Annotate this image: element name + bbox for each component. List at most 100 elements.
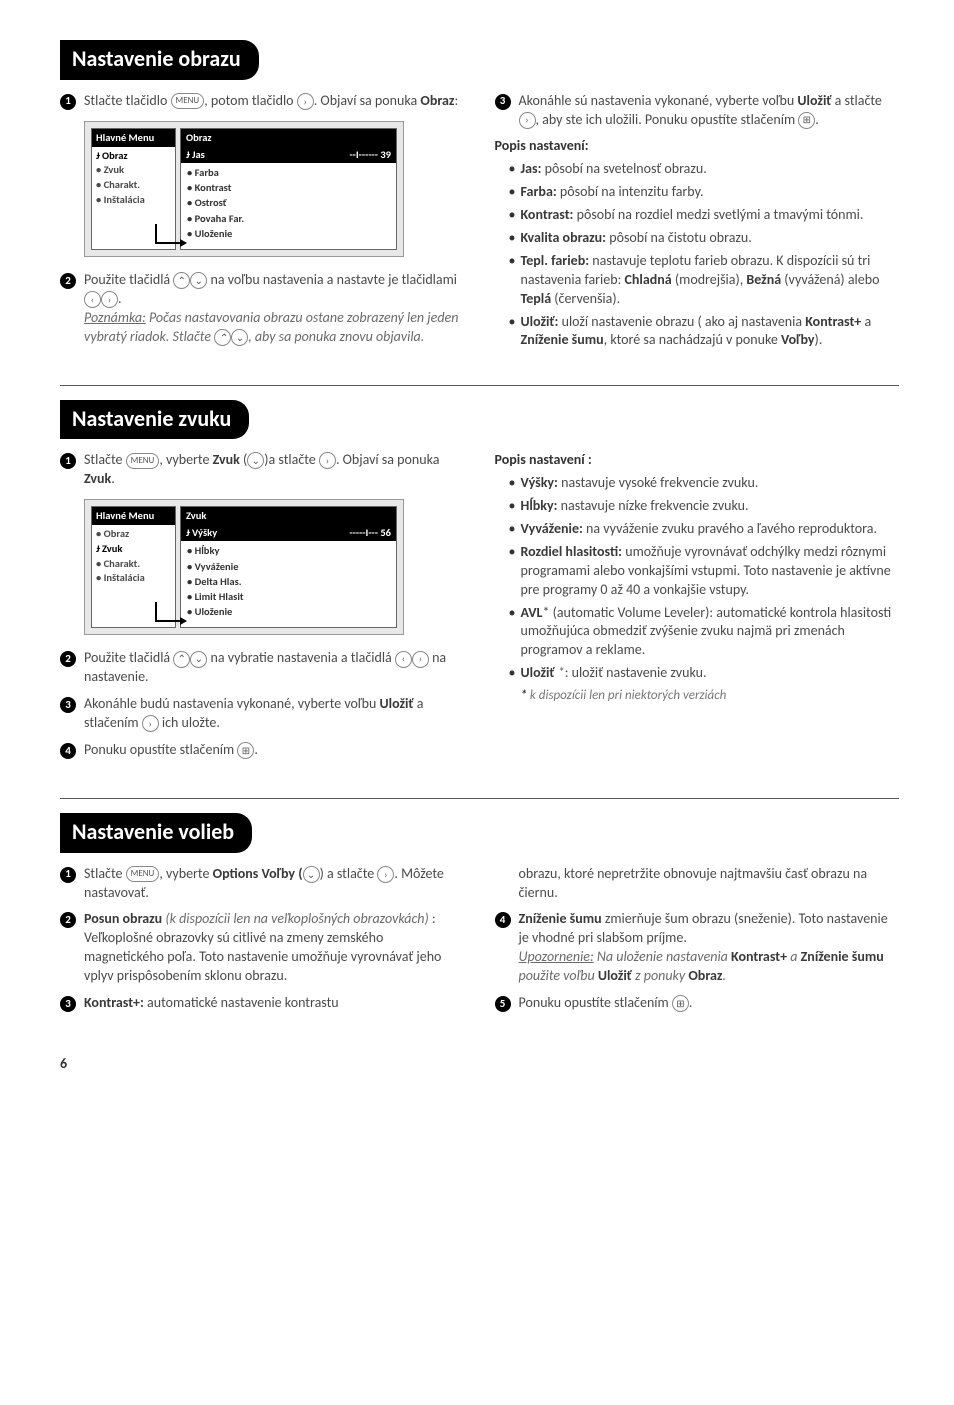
step-badge: 4 xyxy=(60,743,76,759)
text: Stlačte xyxy=(84,451,126,468)
options-step-2: 2 Posun obrazu (k dispozícii len na veľk… xyxy=(60,910,465,986)
section-image: Nastavenie obrazu 1 Stlačte tlačidlo MEN… xyxy=(60,40,899,355)
menu-item: • Charakt. xyxy=(96,557,171,572)
text: (červenšia). xyxy=(551,290,620,307)
text: nastavuje nízke frekvencie zvuku. xyxy=(558,497,749,514)
right-icon: › xyxy=(412,651,429,668)
text: . Objaví sa ponuka xyxy=(336,451,439,468)
text: z ponuky xyxy=(632,967,688,984)
label: Vyváženie: xyxy=(521,520,583,537)
label: AVL xyxy=(521,604,543,621)
menu-icon: MENU xyxy=(126,453,160,469)
text: . xyxy=(254,741,258,758)
text: pôsobí na intenzitu farby. xyxy=(557,183,704,200)
text: Stlačte xyxy=(84,865,126,882)
text: a stlačte xyxy=(835,92,882,109)
section-options: Nastavenie volieb 1 Stlačte MENU, vybert… xyxy=(60,813,899,1021)
text: Použite tlačidlá xyxy=(84,271,173,288)
menu-item: Ɉ Obraz xyxy=(96,149,171,164)
menu-icon: MENU xyxy=(126,866,160,882)
text: , potom tlačidlo xyxy=(204,92,297,109)
sound-step-2: 2 Použite tlačidlá ⌃⌄ na vybratie nastav… xyxy=(60,649,465,687)
text: ich uložte. xyxy=(159,714,220,731)
divider xyxy=(60,385,899,386)
text: pôsobí na svetelnosť obrazu. xyxy=(542,160,707,177)
step-badge: 1 xyxy=(60,867,76,883)
text: pôsobí na čistotu obrazu. xyxy=(606,229,752,246)
text: (vyvážená) alebo xyxy=(781,271,879,288)
note-label: Poznámka: xyxy=(84,309,146,326)
text: pôsobí na rozdiel medzi svetlými a tmavý… xyxy=(573,206,863,223)
menu-selected: Ɉ Výšky xyxy=(186,526,217,540)
text: )a stlačte xyxy=(264,451,319,468)
text: , vyberte xyxy=(159,451,212,468)
label: Posun obrazu xyxy=(84,910,165,927)
right-icon: › xyxy=(519,112,536,129)
menu-item: • Inštalácia xyxy=(96,193,171,208)
image-step-3: 3 Akonáhle sú nastavenia vykonané, vyber… xyxy=(495,92,900,130)
options-step-3: 3 Kontrast+: automatické nastavenie kont… xyxy=(60,994,465,1013)
text: a xyxy=(861,313,871,330)
left-icon: ‹ xyxy=(84,291,101,308)
down-icon: ⌄ xyxy=(190,272,207,289)
text-bold: Chladná xyxy=(625,271,672,288)
text-bold: Obraz xyxy=(688,967,722,984)
text: na vyváženie zvuku pravého a ľavého repr… xyxy=(583,520,877,537)
text: , aby ste ich uložili. Ponuku opustíte s… xyxy=(536,111,799,128)
down-icon: ⌄ xyxy=(190,651,207,668)
text: (modrejšia), xyxy=(672,271,747,288)
menu-item: • Kontrast xyxy=(187,180,390,195)
text-bold: Options Voľby ( xyxy=(213,865,303,882)
step-badge: 4 xyxy=(495,912,511,928)
label: Uložiť: xyxy=(521,313,559,330)
label: Kontrast: xyxy=(521,206,574,223)
text: Na uloženie nastavenia xyxy=(594,948,731,965)
exit-icon: ⊞ xyxy=(798,112,815,129)
label: Výšky: xyxy=(521,474,558,491)
menu-item: • Ostrosť xyxy=(187,195,390,210)
menu-item: • Hĺbky xyxy=(187,543,390,558)
label: Kontrast+: xyxy=(84,994,144,1011)
text: Použite tlačidlá xyxy=(84,649,173,666)
image-step-2: 2 Použite tlačidlá ⌃⌄ na voľbu nastaveni… xyxy=(60,271,465,347)
label: Uložiť xyxy=(521,664,558,681)
text: ) a stlačte xyxy=(320,865,378,882)
text-bold: Uložiť xyxy=(380,695,414,712)
text: Ponuku opustíte stlačením xyxy=(84,741,237,758)
section-title-options: Nastavenie volieb xyxy=(60,813,252,853)
exit-icon: ⊞ xyxy=(237,742,254,759)
text: použite voľbu xyxy=(519,967,598,984)
label: Tepl. farieb: xyxy=(521,252,590,269)
text: * xyxy=(558,664,565,681)
text-bold: Obraz xyxy=(420,92,454,109)
text: : xyxy=(455,92,459,109)
footnote-text: k dispozícii len pri niektorých verziách xyxy=(527,688,726,703)
menu-right: Obraz Ɉ Jas --I------ 39 • Farba • Kontr… xyxy=(180,128,397,250)
step-badge: 3 xyxy=(495,94,511,110)
desc-title: Popis nastavení : xyxy=(495,451,900,470)
sound-step-3: 3 Akonáhle budú nastavenia vykonané, vyb… xyxy=(60,695,465,733)
right-icon: › xyxy=(377,866,394,883)
step-badge: 2 xyxy=(60,273,76,289)
text: ( xyxy=(240,451,247,468)
label: Hĺbky: xyxy=(521,497,558,514)
up-icon: ⌃ xyxy=(173,651,190,668)
arrow-icon xyxy=(155,602,185,622)
right-icon: › xyxy=(101,291,118,308)
text-bold: Uložiť xyxy=(598,967,632,984)
text-bold: Voľby xyxy=(781,331,815,348)
menu-item: • Charakt. xyxy=(96,178,171,193)
exit-icon: ⊞ xyxy=(672,995,689,1012)
down-icon: ⌄ xyxy=(231,329,248,346)
right-icon: › xyxy=(297,93,314,110)
desc-list: Výšky: nastavuje vysoké frekvencie zvuku… xyxy=(495,474,900,683)
menu-item: Ɉ Zvuk xyxy=(96,542,171,557)
text: , ktoré sa nachádzajú v ponuke xyxy=(604,331,781,348)
step-badge: 2 xyxy=(60,651,76,667)
options-step-1: 1 Stlačte MENU, vyberte Options Voľby (⌄… xyxy=(60,865,465,903)
step-badge: 3 xyxy=(60,697,76,713)
text-bold: Zvuk xyxy=(213,451,240,468)
text: Akonáhle sú nastavenia vykonané, vyberte… xyxy=(519,92,798,109)
text: : uložiť nastavenie zvuku. xyxy=(565,664,707,681)
text: nastavuje vysoké frekvencie zvuku. xyxy=(558,474,758,491)
